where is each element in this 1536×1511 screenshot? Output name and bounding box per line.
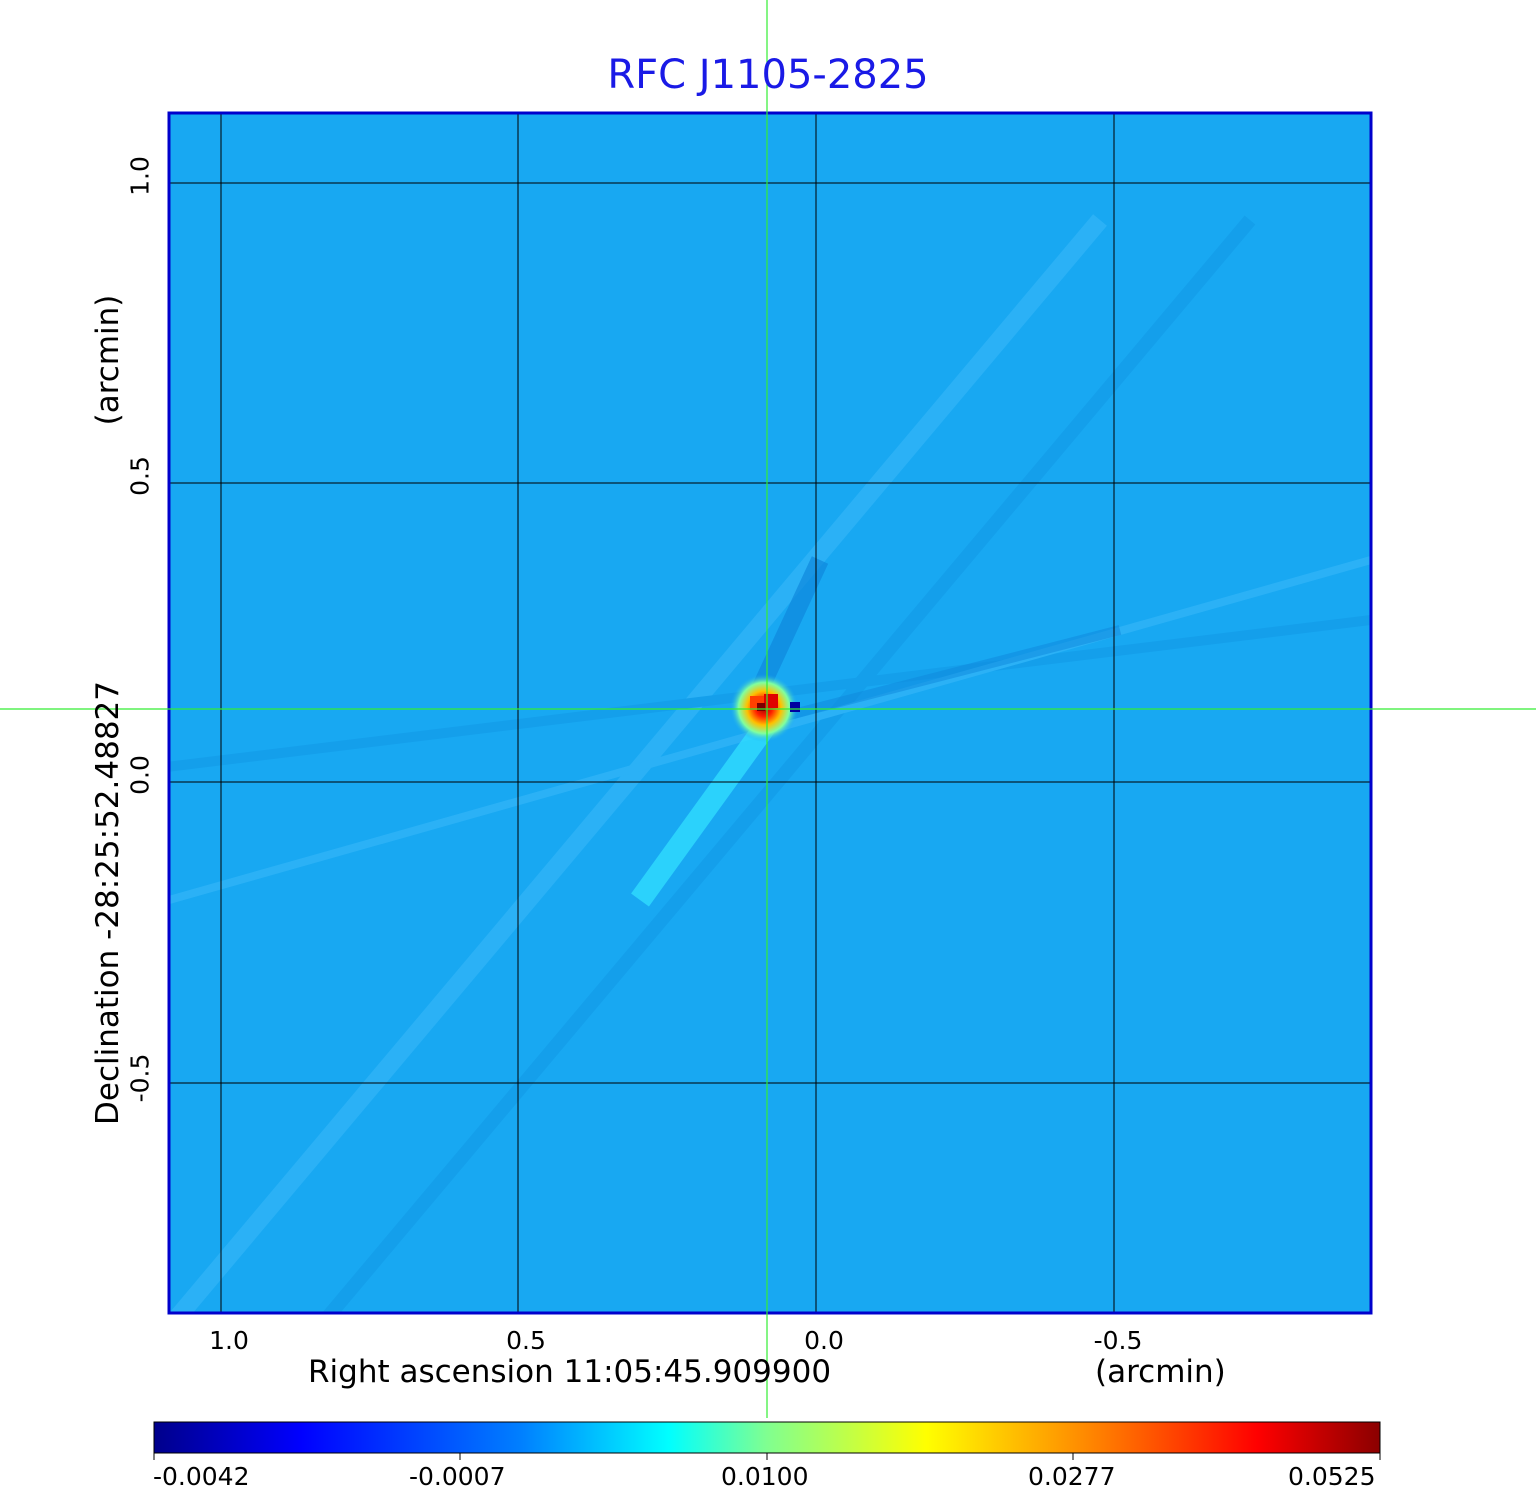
y-axis-label: Declination -28:25:52.48827 — [90, 681, 126, 1125]
colorbar-tick-label: 0.0277 — [1028, 1462, 1116, 1491]
x-tick-label: 1.0 — [209, 1326, 249, 1355]
y-axis-unit: (arcmin) — [90, 294, 126, 426]
colorbar-tick-label: -0.0042 — [153, 1462, 250, 1491]
colorbar-ticks — [153, 1453, 1381, 1460]
colorbar-tick-label: 0.0100 — [721, 1462, 809, 1491]
image-frame — [167, 111, 1373, 1315]
colorbar-tick-label: 0.0525 — [1288, 1462, 1376, 1491]
x-tick-label: 0.5 — [506, 1326, 546, 1355]
x-axis-unit: (arcmin) — [1095, 1354, 1226, 1390]
y-tick-label: 0.0 — [125, 755, 155, 795]
coordinate-grid — [169, 113, 1371, 1313]
y-tick-label: 0.5 — [125, 456, 155, 496]
x-tick-label: -0.5 — [1093, 1326, 1143, 1355]
x-axis-label: Right ascension 11:05:45.909900 — [308, 1354, 832, 1390]
crosshair — [0, 0, 1536, 1418]
y-tick-label: -0.5 — [125, 1053, 155, 1103]
plot-title: RFC J1105-2825 — [607, 52, 929, 98]
sky-image — [169, 113, 1371, 1313]
colorbar — [153, 1421, 1381, 1454]
x-tick-label: 0.0 — [804, 1326, 844, 1355]
colorbar-tick-label: -0.0007 — [409, 1462, 506, 1491]
y-tick-label: 1.0 — [125, 156, 155, 196]
